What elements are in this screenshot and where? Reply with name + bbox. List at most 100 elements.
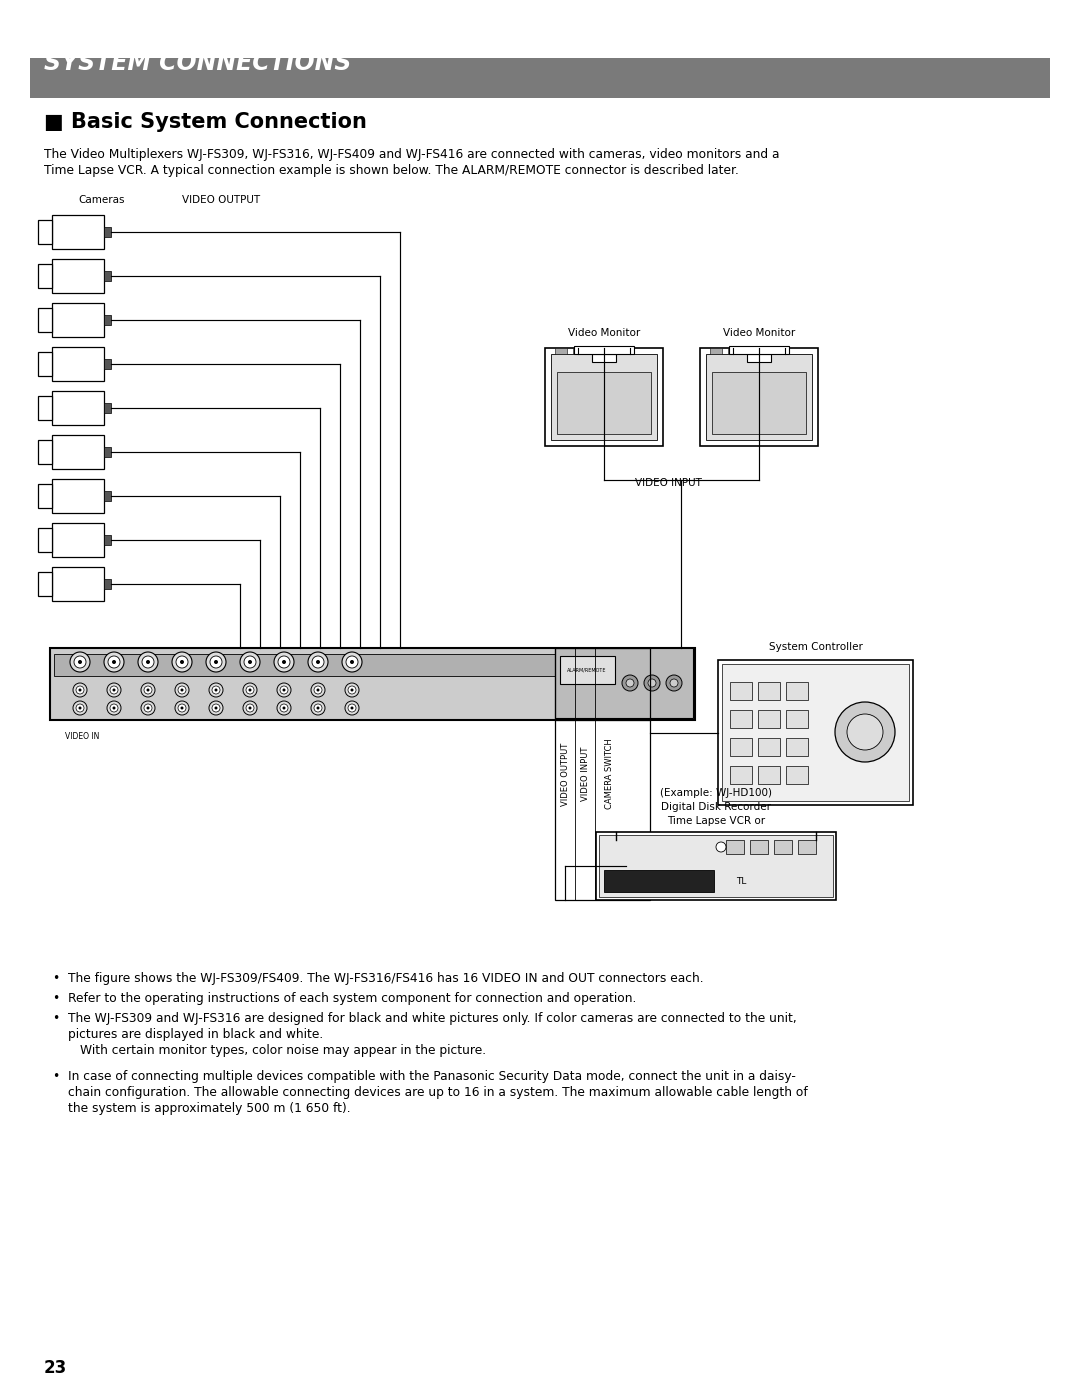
Circle shape [244, 656, 256, 667]
Bar [52, 215, 104, 249]
Text: 23: 23 [44, 1358, 67, 1377]
Circle shape [178, 686, 186, 694]
Circle shape [282, 660, 286, 665]
Circle shape [110, 704, 118, 712]
Circle shape [79, 706, 81, 709]
Bar [786, 767, 808, 783]
Bar [555, 648, 693, 718]
Circle shape [670, 679, 678, 687]
Text: VIDEO IN: VIDEO IN [65, 732, 99, 741]
Text: CAMERA SWITCH: CAMERA SWITCH [606, 739, 615, 810]
Bar [604, 870, 714, 893]
Bar [104, 491, 111, 501]
Bar [730, 767, 752, 783]
Circle shape [835, 702, 895, 762]
Text: the system is approximately 500 m (1 650 ft).: the system is approximately 500 m (1 650… [68, 1102, 351, 1115]
Text: Refer to the operating instructions of each system component for connection and : Refer to the operating instructions of e… [68, 992, 636, 1004]
Bar [52, 304, 104, 337]
Bar [774, 839, 792, 853]
Circle shape [73, 683, 87, 697]
Bar [591, 348, 603, 354]
Text: •: • [52, 992, 59, 1004]
Bar [599, 835, 833, 897]
Circle shape [716, 842, 726, 852]
Circle shape [278, 656, 291, 667]
Circle shape [280, 686, 288, 694]
Bar [758, 767, 780, 783]
Circle shape [345, 701, 359, 715]
Circle shape [112, 688, 116, 691]
Bar [38, 527, 52, 551]
Bar [706, 354, 812, 441]
Bar [52, 347, 104, 381]
Circle shape [283, 688, 285, 691]
Circle shape [212, 686, 220, 694]
Circle shape [112, 706, 116, 709]
Circle shape [147, 706, 149, 709]
Circle shape [622, 674, 638, 691]
Circle shape [346, 656, 357, 667]
Circle shape [345, 683, 359, 697]
Circle shape [146, 660, 150, 665]
Circle shape [276, 683, 291, 697]
Bar [38, 572, 52, 596]
Bar [52, 390, 104, 425]
Circle shape [110, 686, 118, 694]
Circle shape [276, 701, 291, 715]
Text: Cameras: Cameras [78, 194, 124, 206]
Circle shape [243, 683, 257, 697]
Bar [573, 348, 585, 354]
Bar [52, 259, 104, 292]
Bar [104, 227, 111, 236]
Circle shape [248, 706, 252, 709]
Bar [38, 441, 52, 464]
Bar [30, 57, 1050, 98]
Circle shape [210, 656, 222, 667]
Bar [786, 711, 808, 727]
Bar [723, 665, 909, 802]
Bar [710, 348, 723, 354]
Text: SYSTEM CONNECTIONS: SYSTEM CONNECTIONS [44, 50, 351, 76]
Bar [758, 739, 780, 755]
Bar [52, 567, 104, 602]
Circle shape [312, 656, 324, 667]
Circle shape [76, 686, 84, 694]
Circle shape [141, 701, 156, 715]
Text: TL: TL [735, 877, 746, 887]
Circle shape [178, 704, 186, 712]
Text: VIDEO INPUT: VIDEO INPUT [635, 478, 701, 488]
Circle shape [112, 660, 116, 665]
Circle shape [108, 656, 120, 667]
Text: •: • [52, 1070, 59, 1083]
Bar [758, 681, 780, 700]
Circle shape [274, 652, 294, 672]
Bar [52, 523, 104, 557]
Text: In case of connecting multiple devices compatible with the Panasonic Security Da: In case of connecting multiple devices c… [68, 1070, 796, 1083]
Bar [38, 484, 52, 508]
Bar [52, 435, 104, 469]
Bar [545, 348, 663, 446]
Circle shape [79, 688, 81, 691]
Bar [38, 308, 52, 332]
Circle shape [316, 706, 320, 709]
Text: Time Lapse VCR. A typical connection example is shown below. The ALARM/REMOTE co: Time Lapse VCR. A typical connection exa… [44, 164, 739, 178]
Bar [573, 346, 634, 354]
Circle shape [240, 652, 260, 672]
Circle shape [351, 706, 353, 709]
Bar [750, 839, 768, 853]
Text: VIDEO OUTPUT: VIDEO OUTPUT [561, 743, 569, 806]
Circle shape [144, 686, 152, 694]
Bar [38, 220, 52, 243]
Circle shape [246, 704, 254, 712]
Circle shape [348, 704, 356, 712]
Circle shape [311, 701, 325, 715]
Text: Digital Disk Recorder: Digital Disk Recorder [661, 802, 771, 811]
Circle shape [214, 660, 218, 665]
Text: System Controller: System Controller [769, 642, 863, 652]
Bar [551, 354, 657, 441]
Circle shape [212, 704, 220, 712]
Bar [728, 348, 740, 354]
Circle shape [666, 674, 681, 691]
Text: (Example: WJ-HD100): (Example: WJ-HD100) [660, 788, 772, 797]
Bar [786, 681, 808, 700]
